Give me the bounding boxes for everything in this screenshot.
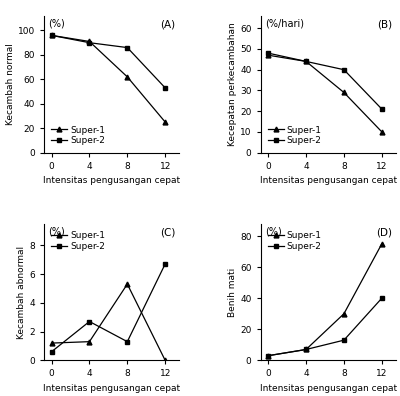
Super-2 bbox=[379, 296, 384, 301]
Line: Super-2: Super-2 bbox=[266, 51, 384, 112]
Text: (A): (A) bbox=[160, 20, 175, 30]
Super-1 bbox=[87, 39, 92, 44]
Text: (D): (D) bbox=[376, 228, 392, 238]
Super-2 bbox=[266, 51, 270, 55]
Legend: Super-1, Super-2: Super-1, Super-2 bbox=[265, 123, 324, 148]
Super-2 bbox=[379, 107, 384, 111]
Super-1 bbox=[266, 53, 270, 57]
Super-1 bbox=[49, 33, 54, 38]
Y-axis label: Kecambah normal: Kecambah normal bbox=[6, 43, 15, 125]
Super-2 bbox=[125, 45, 130, 50]
Super-1 bbox=[379, 129, 384, 134]
Super-2 bbox=[266, 353, 270, 358]
Super-2 bbox=[49, 33, 54, 38]
Super-2 bbox=[87, 40, 92, 45]
Text: (%): (%) bbox=[48, 227, 65, 236]
Super-1 bbox=[304, 347, 308, 352]
Line: Super-1: Super-1 bbox=[49, 282, 168, 363]
Text: (%): (%) bbox=[48, 19, 65, 29]
Line: Super-1: Super-1 bbox=[49, 33, 168, 124]
Text: (%): (%) bbox=[265, 227, 282, 236]
X-axis label: Intensitas pengusangan cepat: Intensitas pengusangan cepat bbox=[260, 176, 397, 185]
Legend: Super-1, Super-2: Super-1, Super-2 bbox=[48, 123, 108, 148]
Line: Super-2: Super-2 bbox=[266, 296, 384, 358]
Line: Super-1: Super-1 bbox=[266, 242, 384, 358]
Super-1 bbox=[163, 120, 168, 124]
Super-2 bbox=[304, 59, 308, 64]
Y-axis label: Kecepatan perkecambahan: Kecepatan perkecambahan bbox=[228, 22, 237, 146]
Text: (C): (C) bbox=[160, 228, 175, 238]
Y-axis label: Benih mati: Benih mati bbox=[228, 267, 237, 317]
Super-1 bbox=[87, 339, 92, 344]
Super-1 bbox=[125, 74, 130, 79]
Super-1 bbox=[379, 242, 384, 246]
X-axis label: Intensitas pengusangan cepat: Intensitas pengusangan cepat bbox=[43, 176, 180, 185]
Super-2 bbox=[342, 338, 346, 343]
Super-1 bbox=[304, 59, 308, 64]
Super-1 bbox=[163, 358, 168, 363]
Super-1 bbox=[266, 353, 270, 358]
Super-1 bbox=[342, 311, 346, 316]
Super-2 bbox=[304, 347, 308, 352]
Legend: Super-1, Super-2: Super-1, Super-2 bbox=[48, 228, 108, 253]
Super-2 bbox=[87, 319, 92, 324]
Super-2 bbox=[342, 67, 346, 72]
Super-1 bbox=[342, 90, 346, 95]
X-axis label: Intensitas pengusangan cepat: Intensitas pengusangan cepat bbox=[260, 384, 397, 393]
Y-axis label: Kecambah abnormal: Kecambah abnormal bbox=[18, 246, 26, 339]
Super-2 bbox=[49, 349, 54, 354]
Legend: Super-1, Super-2: Super-1, Super-2 bbox=[265, 228, 324, 253]
Text: (B): (B) bbox=[377, 20, 392, 30]
Line: Super-1: Super-1 bbox=[266, 53, 384, 134]
Super-1 bbox=[125, 282, 130, 286]
Line: Super-2: Super-2 bbox=[49, 33, 168, 90]
Text: (%/hari): (%/hari) bbox=[265, 19, 304, 29]
Super-2 bbox=[125, 339, 130, 344]
Super-2 bbox=[163, 86, 168, 90]
Super-2 bbox=[163, 262, 168, 267]
X-axis label: Intensitas pengusangan cepat: Intensitas pengusangan cepat bbox=[43, 384, 180, 393]
Super-1 bbox=[49, 341, 54, 345]
Line: Super-2: Super-2 bbox=[49, 261, 168, 354]
